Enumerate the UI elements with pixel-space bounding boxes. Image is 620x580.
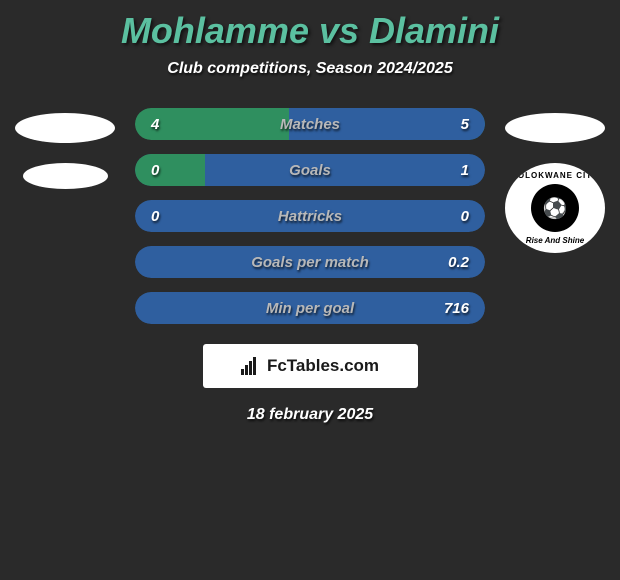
badge-top-text: POLOKWANE CITY [512,171,599,180]
club-badge-left [23,163,108,189]
stat-bar: Goals per match 0.2 [135,246,485,278]
stat-bar: 0 Goals 1 [135,154,485,186]
club-badge-right: POLOKWANE CITY ⚽ Rise And Shine [505,163,605,253]
stat-value-left: 0 [151,162,159,179]
badge-bottom-text: Rise And Shine [526,236,584,245]
page-title: Mohlamme vs Dlamini [0,10,620,52]
stat-label: Matches [280,116,340,133]
stat-label: Min per goal [266,300,354,317]
fctables-logo[interactable]: FcTables.com [203,344,418,388]
badge-center-icon: ⚽ [531,184,579,232]
stat-label: Goals [289,162,331,179]
subtitle: Club competitions, Season 2024/2025 [0,60,620,78]
stat-value-right: 0 [461,208,469,225]
chart-icon [241,357,261,375]
logo-text: FcTables.com [267,356,379,376]
stat-value-left: 4 [151,116,159,133]
left-avatar-col [10,108,120,189]
stat-label: Hattricks [278,208,342,225]
stat-bar: Min per goal 716 [135,292,485,324]
stat-bar: 0 Hattricks 0 [135,200,485,232]
stat-value-right: 716 [444,300,469,317]
stats-column: 4 Matches 5 0 Goals 1 0 Hattricks 0 Goals per mat… [135,108,485,324]
stat-value-left: 0 [151,208,159,225]
stat-value-right: 0.2 [448,254,469,271]
date-text: 18 february 2025 [0,406,620,424]
player-avatar-left [15,113,115,143]
right-avatar-col: POLOKWANE CITY ⚽ Rise And Shine [500,108,610,253]
stat-bar: 4 Matches 5 [135,108,485,140]
stat-label: Goals per match [251,254,369,271]
player-avatar-right [505,113,605,143]
stat-value-right: 5 [461,116,469,133]
stat-value-right: 1 [461,162,469,179]
